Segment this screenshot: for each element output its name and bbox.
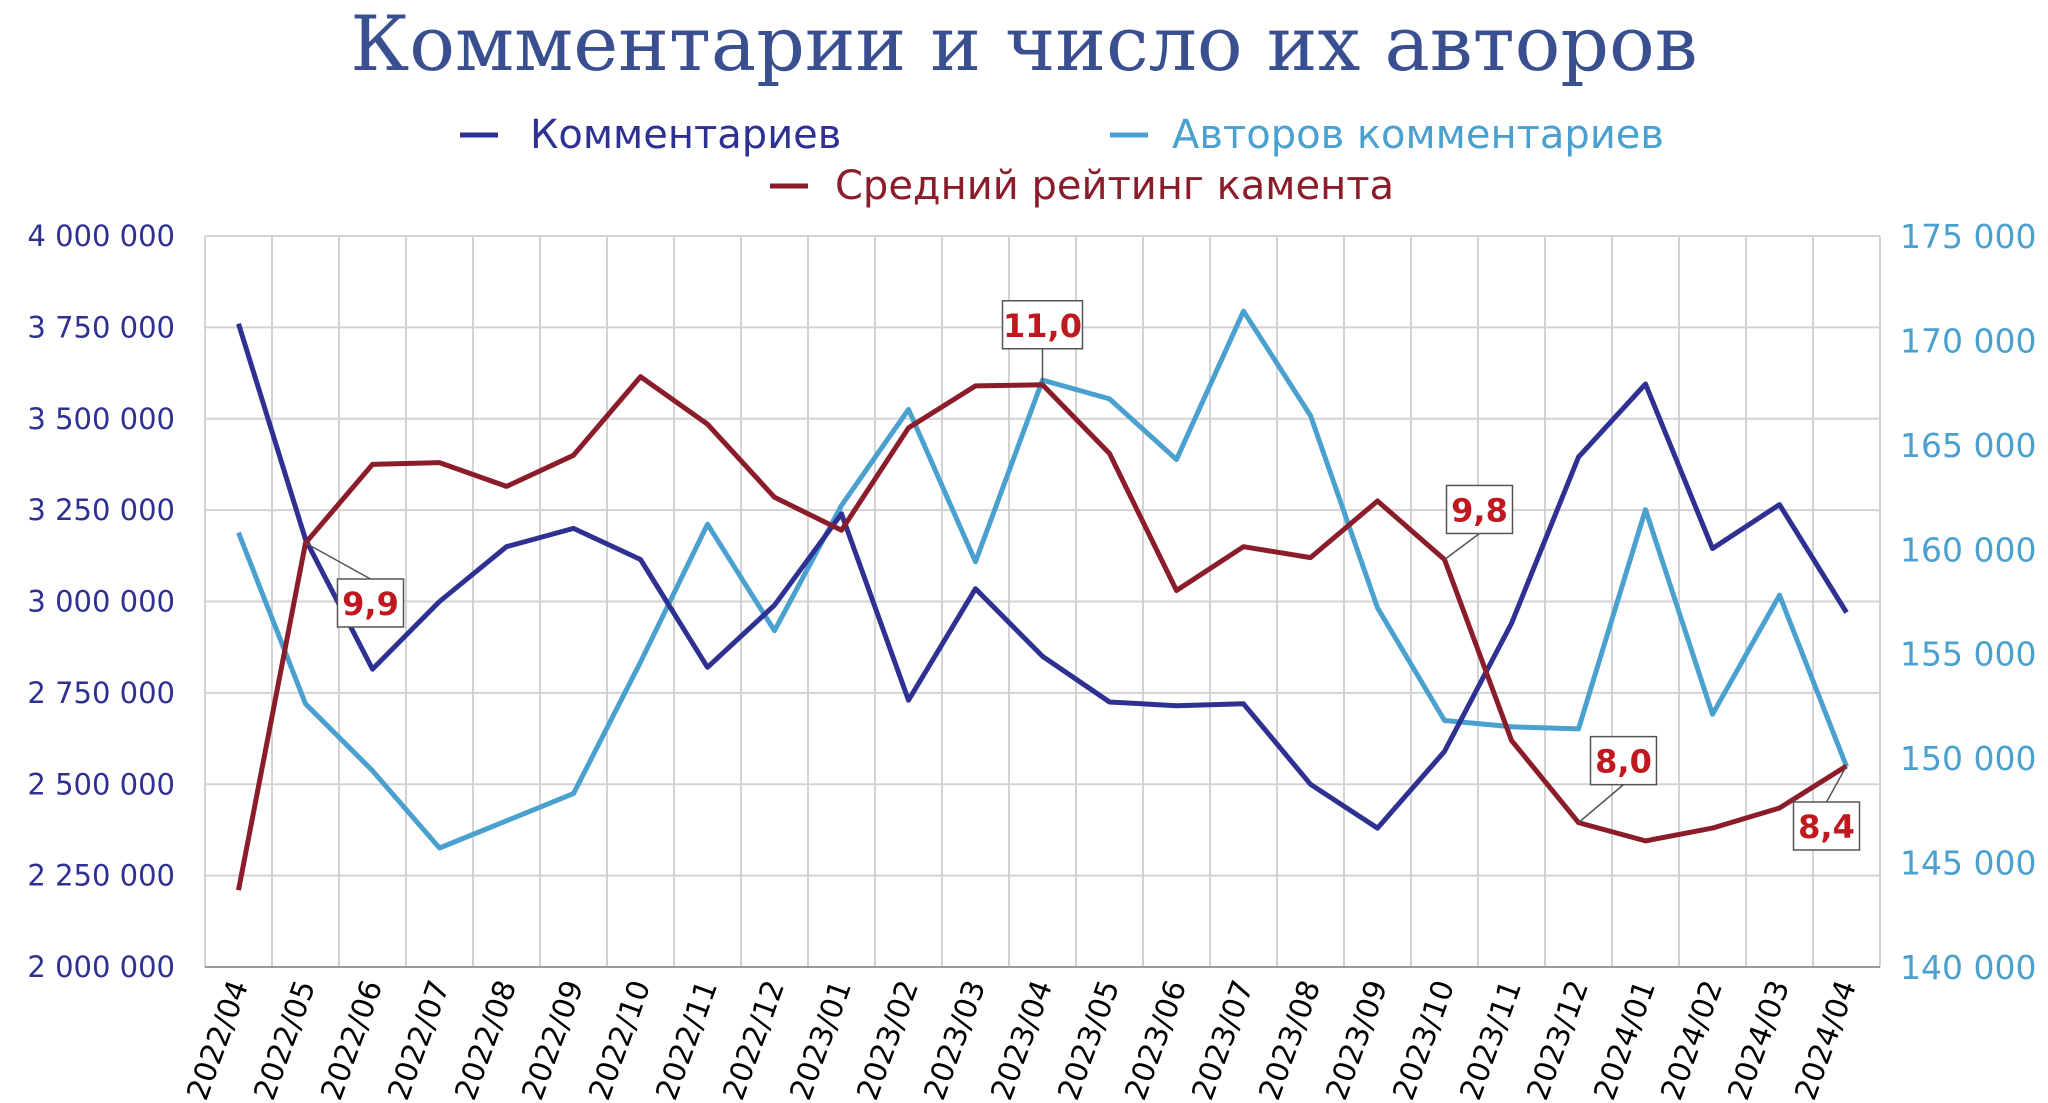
y-right-tick-label: 155 000 [1900, 635, 2036, 674]
x-axis: 2022/042022/052022/062022/072022/082022/… [180, 976, 1864, 1103]
x-tick-label: 2022/11 [649, 976, 725, 1103]
y-right-tick-label: 160 000 [1900, 530, 2036, 569]
callout-label: 8,4 [1798, 808, 1855, 846]
y-right-tick-label: 170 000 [1900, 321, 2036, 360]
callout: 8,0 [1578, 735, 1658, 824]
callout-pointer [1444, 532, 1480, 561]
callout-label: 9,8 [1451, 491, 1508, 529]
x-tick-label: 2022/06 [314, 976, 390, 1103]
y-right-tick-label: 140 000 [1900, 948, 2036, 987]
callout-pointer [1578, 784, 1624, 824]
legend-label-comments: Комментариев [530, 112, 841, 158]
x-tick-label: 2022/04 [180, 976, 256, 1103]
callout-box [1001, 300, 1084, 350]
callout: 8,4 [1792, 765, 1861, 851]
callout-box [1792, 801, 1861, 851]
y-right-tick-label: 165 000 [1900, 426, 2036, 465]
x-tick-label: 2023/07 [1185, 976, 1261, 1103]
chart-title: Комментарии и число их авторов [350, 0, 1697, 88]
x-tick-label: 2023/09 [1319, 976, 1395, 1103]
x-tick-label: 2022/08 [448, 976, 524, 1103]
x-tick-label: 2023/05 [1051, 976, 1127, 1103]
x-tick-label: 2023/11 [1453, 976, 1529, 1103]
y-left-tick-label: 2 250 000 [27, 859, 175, 893]
x-tick-label: 2023/03 [917, 976, 993, 1103]
y-axis-left: 2 000 000 2 250 000 2 500 000 2 750 000 3 00… [27, 219, 175, 984]
y-axis-right: 140 000 145 000 150 000 155 000 160 000 165 0… [1900, 217, 2036, 987]
y-left-tick-label: 3 750 000 [27, 310, 175, 344]
callout-pointer [1825, 765, 1848, 803]
x-tick-label: 2023/06 [1118, 976, 1194, 1103]
legend: Комментариев Авторов комментариев Средни… [460, 112, 1664, 209]
x-tick-label: 2022/12 [716, 976, 792, 1103]
callout-pointer [305, 542, 371, 580]
x-tick-label: 2022/09 [515, 976, 591, 1103]
x-tick-label: 2023/08 [1252, 976, 1328, 1103]
x-tick-label: 2024/01 [1587, 976, 1663, 1103]
y-left-tick-label: 3 000 000 [27, 585, 175, 619]
y-right-tick-label: 145 000 [1900, 844, 2036, 883]
x-tick-label: 2022/10 [582, 976, 658, 1103]
legend-label-authors: Авторов комментариев [1172, 112, 1664, 158]
callout-box [336, 578, 405, 628]
callout-box [1589, 735, 1658, 786]
callout-label: 11,0 [1003, 307, 1082, 345]
x-tick-label: 2024/02 [1654, 976, 1730, 1103]
callout-label: 8,0 [1595, 743, 1652, 781]
x-tick-label: 2023/10 [1386, 976, 1462, 1103]
callout: 9,8 [1444, 484, 1514, 561]
y-left-tick-label: 3 250 000 [27, 493, 175, 527]
callouts: 9,9 11,0 9,8 8,0 8,4 [305, 300, 1861, 851]
y-right-tick-label: 175 000 [1900, 217, 2036, 256]
x-tick-label: 2023/04 [984, 976, 1060, 1103]
y-left-tick-label: 2 000 000 [27, 950, 175, 984]
y-left-tick-label: 3 500 000 [27, 402, 175, 436]
x-tick-label: 2024/03 [1721, 976, 1797, 1103]
callout-box [1445, 484, 1514, 535]
y-left-tick-label: 2 500 000 [27, 767, 175, 801]
x-tick-label: 2023/01 [783, 976, 859, 1103]
callout: 9,9 [305, 542, 405, 628]
x-tick-label: 2023/12 [1520, 976, 1596, 1103]
grid [204, 235, 1881, 968]
x-tick-label: 2022/07 [381, 976, 457, 1103]
x-tick-label: 2022/05 [247, 976, 323, 1103]
y-left-tick-label: 2 750 000 [27, 676, 175, 710]
callout-label: 9,9 [342, 585, 399, 623]
x-tick-label: 2024/04 [1788, 976, 1864, 1103]
y-right-tick-label: 150 000 [1900, 739, 2036, 778]
callout: 11,0 [1001, 300, 1084, 385]
y-left-tick-label: 4 000 000 [27, 219, 175, 253]
x-tick-label: 2023/02 [850, 976, 926, 1103]
legend-label-rating: Средний рейтинг камента [835, 163, 1394, 209]
series-line-comments [236, 322, 1849, 831]
